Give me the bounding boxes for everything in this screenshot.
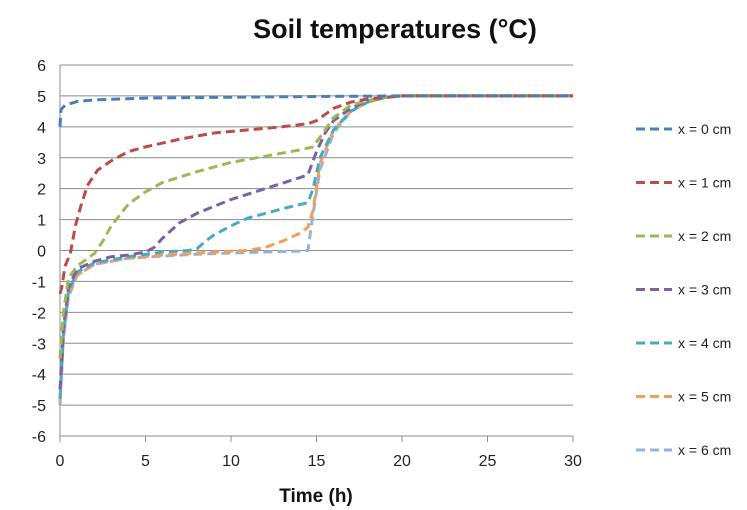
y-tick-label: -3 [32, 336, 46, 353]
legend-label: x = 0 cm [678, 121, 731, 137]
x-axis-title: Time (h) [279, 486, 353, 507]
legend-label: x = 2 cm [678, 228, 731, 244]
x-tick-label: 15 [308, 453, 326, 470]
chart-title: Soil temperatures (°C) [253, 14, 537, 44]
legend-label: x = 6 cm [678, 442, 731, 458]
series-line-x-4-cm [58, 94, 573, 399]
x-tick-label: 25 [479, 453, 497, 470]
y-tick-label: -4 [32, 367, 46, 384]
x-tick-label: 30 [564, 453, 582, 470]
series-line-x-0-cm [58, 94, 573, 127]
y-tick-label: -1 [32, 274, 46, 291]
series-line-x-5-cm [58, 94, 573, 403]
y-tick-label: -2 [32, 305, 46, 322]
y-tick-label: -5 [32, 398, 46, 415]
axis-layer: -6 -5 -4 -3 -2 -1 0 1 2 3 4 5 6 0 5 10 15 20 25 30 [32, 58, 582, 470]
x-tick-label: 10 [222, 453, 240, 470]
legend-label: x = 5 cm [678, 389, 731, 405]
y-tick-label: 6 [37, 58, 46, 75]
legend: x = 0 cm x = 1 cm x = 2 cm x = 3 cm x = 4 cm… [636, 121, 731, 458]
x-tick-label: 0 [56, 453, 65, 470]
y-tick-label: 1 [37, 213, 46, 230]
y-tick-label: 3 [37, 151, 46, 168]
legend-label: x = 4 cm [678, 335, 731, 351]
y-tick-label: -6 [32, 429, 46, 446]
series-line-x-2-cm [58, 94, 573, 359]
legend-label: x = 3 cm [678, 282, 731, 298]
legend-label: x = 1 cm [678, 175, 731, 191]
series-layer [58, 94, 573, 406]
y-tick-label: 4 [37, 120, 46, 137]
x-tick-label: 5 [141, 453, 150, 470]
grid-layer [60, 64, 573, 437]
y-tick-label: 0 [37, 244, 46, 261]
series-line-x-1-cm [58, 94, 573, 295]
series-line-x-6-cm [58, 94, 573, 406]
y-tick-label: 5 [37, 89, 46, 106]
y-tick-label: 2 [37, 182, 46, 199]
x-tick-label: 20 [393, 453, 411, 470]
